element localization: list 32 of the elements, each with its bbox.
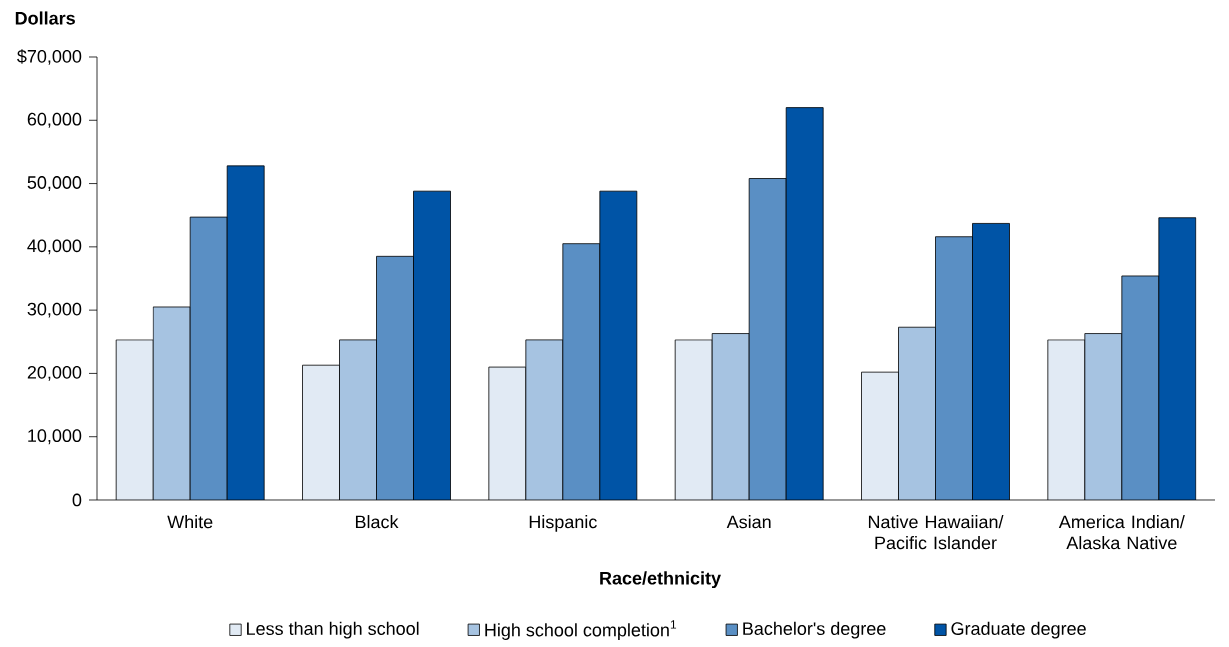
legend-label: High school completion$^{1}$ [485, 620, 677, 640]
bar [972, 223, 1010, 500]
bar [712, 333, 750, 500]
y-tick-label: 50,000 [27, 176, 82, 191]
y-tick-label: 10,000 [28, 429, 82, 445]
x-tick-label: Native Hawaiian/ Pacific Islander [868, 514, 1004, 550]
y-tick-label: 0 [72, 493, 82, 507]
legend-label: Graduate degree [951, 621, 1086, 639]
y-tick-label: 30,000 [27, 302, 82, 318]
bar [525, 339, 563, 500]
y-tick-label: 60,000 [27, 112, 82, 128]
bar [413, 191, 451, 500]
bar [1084, 333, 1123, 500]
bar [339, 339, 377, 500]
bar [786, 107, 824, 500]
bar [1158, 217, 1197, 500]
y-tick-label: 40,000 [27, 239, 82, 255]
bar [227, 165, 265, 500]
y-tick-label: 20,000 [27, 365, 82, 381]
legend-label: Less than high school [247, 621, 419, 639]
x-tick-label: Black [355, 514, 399, 529]
bar [153, 306, 191, 500]
y-tick-label: $70,000 [17, 49, 82, 65]
bar [898, 327, 936, 500]
x-axis-title: Race/ethnicity [600, 571, 721, 588]
x-tick-label: America Indian/ Alaska Native [1058, 514, 1185, 550]
bar [599, 191, 637, 500]
legend-label: Bachelor's degree [743, 621, 886, 639]
x-tick-label: White [167, 514, 213, 529]
x-tick-label: Asian [726, 514, 771, 529]
x-tick-label: Hispanic [529, 514, 597, 532]
y-axis-title: Dollars [15, 11, 75, 25]
